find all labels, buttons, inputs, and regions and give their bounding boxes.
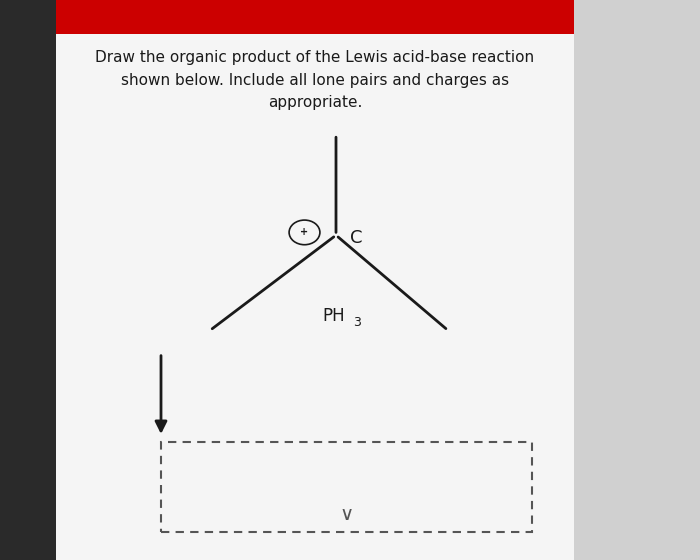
- Text: Draw the organic product of the Lewis acid-base reaction: Draw the organic product of the Lewis ac…: [95, 50, 535, 66]
- Text: 3: 3: [354, 315, 361, 329]
- Text: +: +: [300, 227, 309, 237]
- FancyBboxPatch shape: [0, 0, 56, 560]
- FancyBboxPatch shape: [574, 0, 700, 560]
- Text: ∨: ∨: [340, 505, 354, 524]
- Text: appropriate.: appropriate.: [268, 95, 362, 110]
- Text: C: C: [350, 229, 363, 247]
- Bar: [161, 442, 532, 532]
- Text: shown below. Include all lone pairs and charges as: shown below. Include all lone pairs and …: [121, 73, 509, 88]
- Text: PH: PH: [322, 307, 344, 325]
- FancyBboxPatch shape: [56, 0, 574, 560]
- FancyBboxPatch shape: [56, 0, 574, 34]
